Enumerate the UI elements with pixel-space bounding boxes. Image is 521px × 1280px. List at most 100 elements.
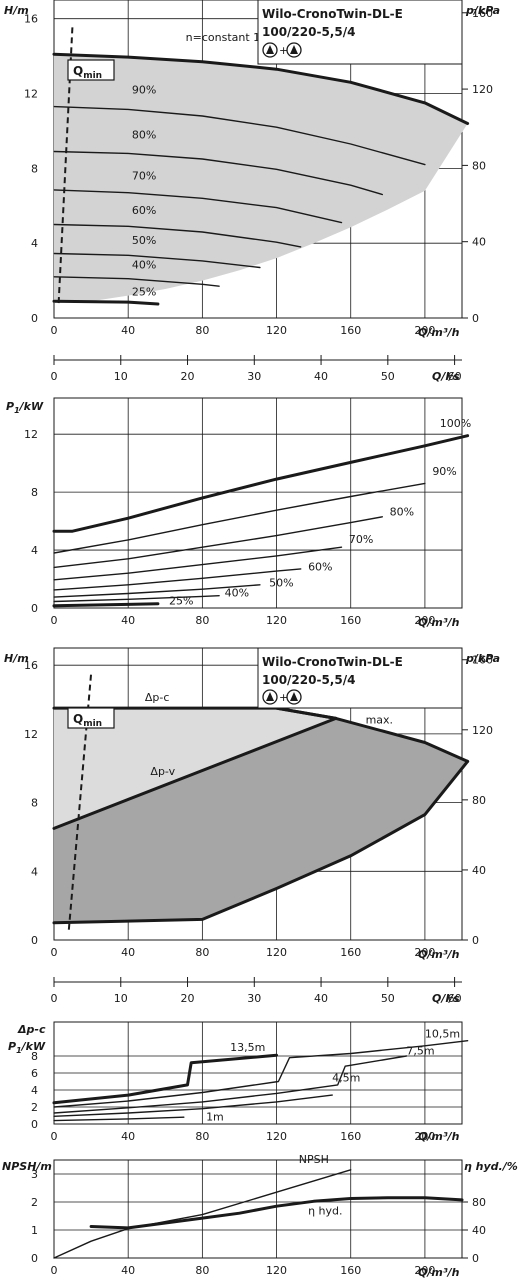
x-tick-label: 40 (314, 370, 328, 383)
series-line (52, 1053, 278, 1105)
series-label: 70% (132, 170, 156, 183)
x-tick-label: 80 (195, 614, 209, 627)
x-tick-label: 40 (314, 992, 328, 1005)
x-tick-label: 200 (414, 324, 435, 337)
y-tick-label: 0 (31, 934, 38, 947)
series-line (53, 223, 302, 248)
y-tick-label: 8 (31, 486, 38, 499)
x-tick-label: 120 (266, 614, 287, 627)
series-label: 80% (132, 128, 156, 141)
pump-symbol-icon (286, 689, 302, 705)
x-axis-label: Q/l/s (432, 370, 460, 383)
x-tick-label: 120 (266, 1264, 287, 1277)
x-tick-label: 30 (247, 370, 261, 383)
series-line (53, 252, 261, 269)
y-tick-label: 12 (24, 728, 38, 741)
x-tick-label: 40 (121, 614, 135, 627)
x-tick-label: 0 (51, 324, 58, 337)
pump-symbol-icon (262, 42, 278, 58)
title-line-2: 100/220-5,5/4 (262, 673, 355, 687)
x-tick-label: 80 (195, 946, 209, 959)
x-tick-label: 120 (266, 324, 287, 337)
y-tick-label: 4 (31, 237, 38, 250)
y-tick-label: 1 (31, 1224, 38, 1237)
x-tick-label: 120 (266, 1130, 287, 1143)
series-label: 60% (132, 204, 156, 217)
y2-tick-label: 160 (472, 7, 493, 20)
plot-frame (53, 397, 463, 609)
series-line (275, 706, 470, 763)
y-axis-label-right: η hyd./% (464, 1160, 518, 1173)
pump-symbol-icon (262, 689, 278, 705)
series-label: Δp-c (145, 691, 170, 704)
series-label: 40% (225, 586, 249, 599)
series-line (53, 189, 343, 224)
title-line-1: Wilo-CronoTwin-DL-E (262, 7, 403, 21)
series-label: max. (366, 714, 393, 727)
x-tick-label: 40 (121, 1130, 135, 1143)
y-tick-label: 12 (24, 88, 38, 101)
x-axis-label: Q/m³/h (418, 616, 460, 629)
plot-frame (53, 1159, 463, 1259)
y-tick-label: 3 (31, 1168, 38, 1181)
series-line (53, 516, 383, 569)
series-label: η hyd. (308, 1205, 342, 1218)
y-tick-label: 0 (31, 602, 38, 615)
x-tick-label: 80 (195, 324, 209, 337)
y2-tick-label: 0 (472, 312, 479, 325)
y2-tick-label: 40 (472, 864, 486, 877)
title-line-1: Wilo-CronoTwin-DL-E (262, 655, 403, 669)
x-axis-label: Q/m³/h (418, 1130, 460, 1143)
x-tick-label: 50 (381, 992, 395, 1005)
x-axis-label: Q/m³/h (418, 1266, 460, 1279)
y-axis-label-left: P1/kW (6, 400, 44, 415)
qmin-label-box: Qmin (67, 707, 115, 729)
series-line (53, 584, 261, 598)
series-label: 40% (132, 258, 156, 271)
series-line (53, 105, 426, 166)
y2-tick-label: 160 (472, 654, 493, 667)
x-tick-label: 0 (51, 1264, 58, 1277)
y-tick-label: 0 (31, 1118, 38, 1131)
series-line (53, 546, 343, 581)
y-tick-label: 2 (31, 1101, 38, 1114)
x-tick-label: 40 (121, 324, 135, 337)
title-line-2: 100/220-5,5/4 (262, 25, 355, 39)
y2-tick-label: 120 (472, 83, 493, 96)
x-tick-label: 160 (340, 614, 361, 627)
x-tick-label: 0 (51, 614, 58, 627)
panel-power-dp-c: 0 40 80 120 160 200 0 2 4 6 8 13,5m 10,5m 7,5m 4,5m 1m… (8, 1021, 469, 1143)
x-tick-label: 160 (340, 324, 361, 337)
x-tick-label: 40 (121, 946, 135, 959)
y-axis-label-left: P1/kW (8, 1040, 46, 1055)
y-axis-label-right: p/kPa (465, 652, 500, 665)
series-line (52, 52, 470, 125)
series-line (89, 1196, 464, 1230)
series-line (53, 595, 220, 603)
y2-tick-label: 80 (472, 159, 486, 172)
series-line (52, 299, 160, 306)
x-axis-label: Q/m³/h (418, 948, 460, 961)
series-label: 10,5m (425, 1027, 460, 1040)
x-tick-label: 200 (414, 946, 435, 959)
y2-tick-label: 0 (472, 934, 479, 947)
x-tick-label: 200 (414, 1264, 435, 1277)
x-tick-label: 80 (195, 1264, 209, 1277)
x-tick-label: 160 (340, 1130, 361, 1143)
y-tick-label: 8 (31, 1050, 38, 1063)
y2-tick-label: 40 (472, 236, 486, 249)
y-tick-label: 4 (31, 1084, 38, 1097)
y-tick-label: 6 (31, 1067, 38, 1080)
y-axis-label-right: p/kPa (465, 4, 500, 17)
region-dp-v (54, 718, 468, 923)
y-tick-label: 12 (24, 428, 38, 441)
x-tick-label: 40 (121, 1264, 135, 1277)
y2-tick-label: 40 (472, 1224, 486, 1237)
operating-region (54, 54, 468, 304)
x-tick-label: 0 (51, 1130, 58, 1143)
y2-tick-label: 120 (472, 724, 493, 737)
plus-symbol: + (279, 44, 288, 57)
series-label: 50% (269, 576, 293, 589)
x-tick-label: 160 (340, 1264, 361, 1277)
